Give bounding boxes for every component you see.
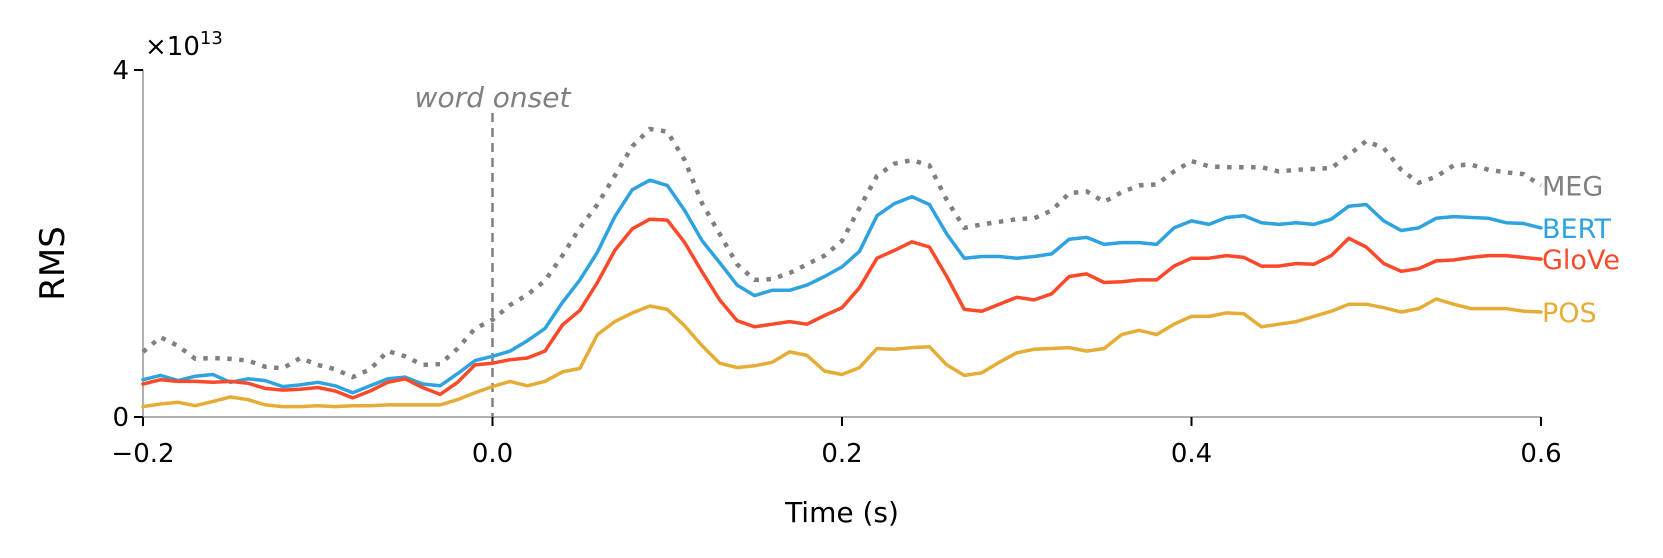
- series-label-pos: POS: [1542, 298, 1597, 329]
- y-multiplier-base: ×10: [145, 32, 200, 62]
- series-label-bert: BERT: [1542, 214, 1611, 245]
- x-tick-label: 0.2: [821, 439, 862, 469]
- ticks: −0.2 0.0 0.2 0.4 0.6 0 4: [111, 56, 1561, 469]
- series-label-glove: GloVe: [1542, 245, 1620, 276]
- word-onset-label: word onset: [415, 81, 572, 114]
- word-onset-marker: word onset: [415, 81, 572, 417]
- y-tick-label: 0: [112, 403, 129, 433]
- series-line-meg: [141, 126, 1543, 380]
- y-axis-multiplier: ×1013: [145, 28, 223, 62]
- series-line-bert: [141, 178, 1543, 395]
- y-tick-label: 4: [112, 56, 129, 86]
- y-axis-title: RMS: [33, 226, 73, 301]
- x-tick-label: 0.6: [1520, 439, 1561, 469]
- series-line-pos: [141, 297, 1543, 409]
- x-axis-title: Time (s): [784, 496, 899, 529]
- y-multiplier-exponent: 13: [200, 28, 223, 49]
- x-tick-label: 0.0: [472, 439, 513, 469]
- series-layer: [141, 126, 1543, 409]
- series-line-glove: [141, 217, 1543, 400]
- x-tick-label: 0.4: [1171, 439, 1212, 469]
- x-tick-label: −0.2: [111, 439, 174, 469]
- series-label-meg: MEG: [1542, 171, 1603, 202]
